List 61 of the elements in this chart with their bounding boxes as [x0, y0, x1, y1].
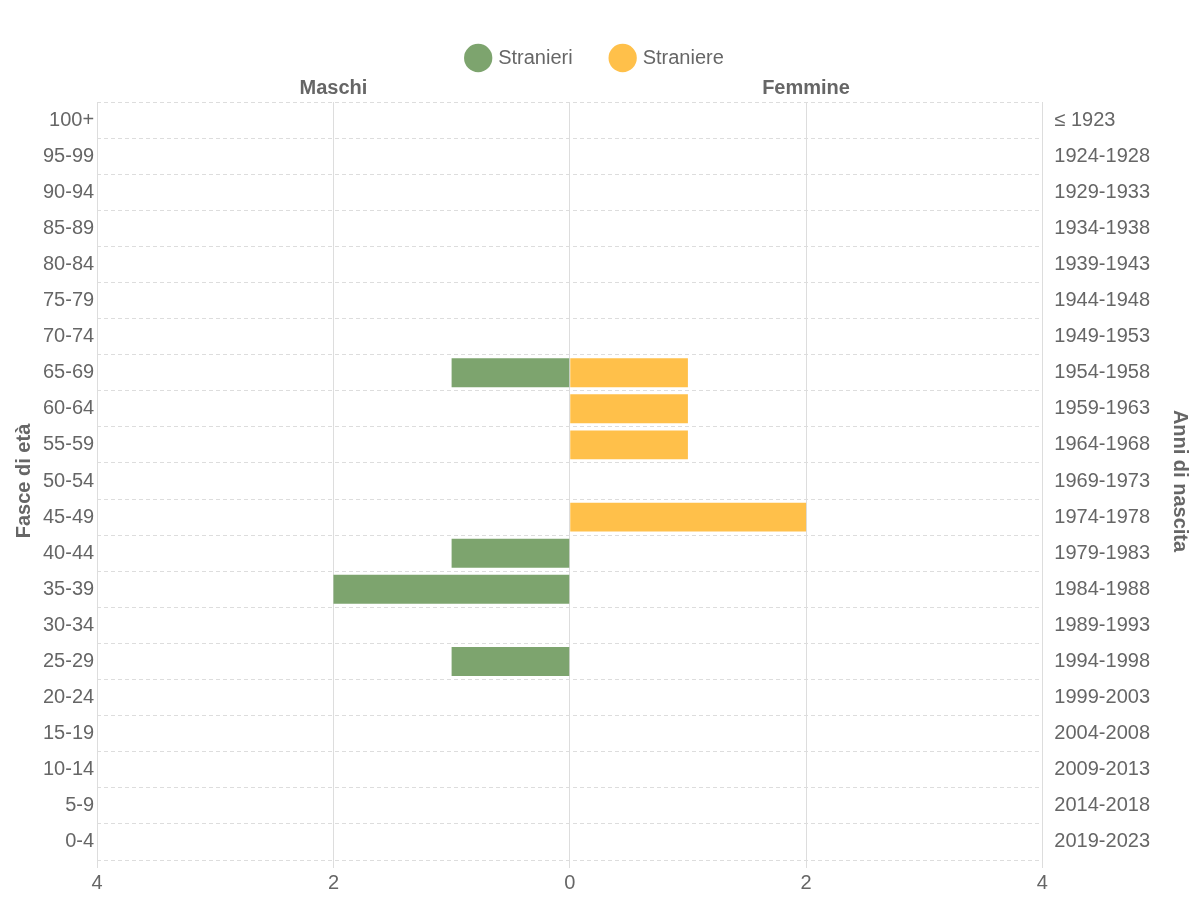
text: Anni di nascita	[1170, 409, 1193, 553]
y2-tick-label: 1924-1928	[1054, 143, 1151, 166]
bar	[451, 647, 570, 676]
y-tick-label: 30-34	[43, 612, 95, 635]
y2-tick-label: 1989-1993	[1054, 612, 1151, 635]
text: Femmine	[762, 75, 850, 98]
bar	[570, 394, 688, 424]
y2-tick-label: 1974-1978	[1054, 504, 1151, 527]
bar	[570, 430, 688, 460]
y2-tick-label: 1934-1938	[1054, 215, 1151, 238]
x-tick-label: 4	[1036, 870, 1048, 893]
x-tick-label: 2	[800, 870, 812, 893]
y2-tick-label: 1999-2003	[1054, 685, 1151, 708]
y-tick-label: 40-44	[43, 540, 95, 563]
y-tick-label: 10-14	[43, 757, 95, 780]
y2-tick-label: 2009-2013	[1054, 757, 1151, 780]
y2-tick-label: ≤ 1923	[1054, 107, 1116, 130]
y-tick-label: 55-59	[43, 432, 95, 455]
x-tick-label: 4	[91, 870, 103, 893]
y2-tick-label: 1954-1958	[1054, 360, 1151, 383]
y-tick-label: 75-79	[43, 288, 95, 311]
y2-tick-label: 1959-1963	[1054, 396, 1151, 419]
legend-label: Stranieri	[498, 45, 573, 68]
legend-label: Straniere	[642, 45, 724, 68]
y2-tick-label: 1944-1948	[1054, 288, 1151, 311]
y2-tick-label: 1994-1998	[1054, 648, 1151, 671]
y-tick-label: 90-94	[43, 179, 95, 202]
y2-tick-label: 1964-1968	[1054, 432, 1151, 455]
y-tick-label: 0-4	[65, 829, 95, 852]
y2-tick-label: 1939-1943	[1054, 251, 1151, 274]
bar	[451, 358, 570, 388]
y-tick-label: 65-69	[43, 360, 95, 383]
y2-tick-label: 2014-2018	[1054, 793, 1151, 816]
y-tick-label: 100+	[49, 107, 95, 130]
bar	[451, 538, 570, 568]
y-tick-label: 60-64	[43, 396, 95, 419]
y-tick-label: 50-54	[43, 468, 95, 491]
y2-tick-label: 1979-1983	[1054, 540, 1151, 563]
y2-tick-label: 1984-1988	[1054, 576, 1151, 599]
y-tick-label: 95-99	[43, 143, 95, 166]
y-tick-label: 80-84	[43, 251, 95, 274]
y2-tick-label: 1969-1973	[1054, 468, 1151, 491]
text: Maschi	[299, 75, 368, 98]
y-tick-label: 20-24	[43, 685, 95, 708]
y-tick-label: 85-89	[43, 215, 95, 238]
y-tick-label: 35-39	[43, 576, 95, 599]
bar	[333, 574, 570, 604]
y-tick-label: 45-49	[43, 504, 95, 527]
x-tick-label: 0	[564, 870, 576, 893]
y-tick-label: 5-9	[65, 793, 95, 816]
y-tick-label: 70-74	[43, 324, 95, 347]
bar	[570, 502, 807, 532]
y2-tick-label: 2019-2023	[1054, 829, 1151, 852]
y2-tick-label: 1949-1953	[1054, 324, 1151, 347]
y-axis-title: Fasce di età	[11, 422, 34, 539]
y2-tick-label: 1929-1933	[1054, 179, 1151, 202]
y-tick-label: 15-19	[43, 721, 95, 744]
bar	[570, 358, 688, 388]
y2-tick-label: 2004-2008	[1054, 721, 1151, 744]
y-tick-label: 25-29	[43, 648, 95, 671]
x-tick-label: 2	[327, 870, 340, 893]
